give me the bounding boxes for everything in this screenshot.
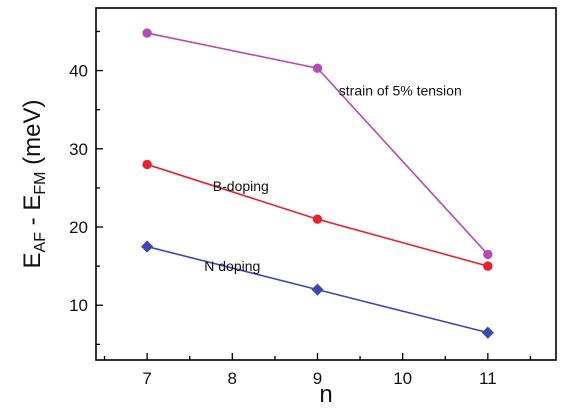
y-tick-label: 40 — [69, 62, 88, 81]
plot-marks: strain of 5% tension B-doping N doping — [141, 28, 494, 339]
x-tick-label: 10 — [393, 369, 412, 388]
y-tick-label: 10 — [69, 296, 88, 315]
data-point — [483, 249, 493, 260]
data-point — [142, 28, 152, 38]
x-tick-label: 8 — [228, 369, 237, 388]
data-point — [141, 240, 154, 253]
axes: 7 8 9 10 11 10 20 30 40 — [69, 7, 557, 388]
data-point — [311, 283, 324, 296]
plot-frame — [95, 7, 557, 361]
y-axis-title: EAF - EFM (meV) — [19, 100, 49, 269]
y-axis-title-sub-fm: FM — [32, 172, 49, 195]
series-annotation: N doping — [204, 258, 260, 274]
y-tick-label: 30 — [69, 140, 88, 159]
y-axis-title-unit: (meV) — [19, 100, 46, 172]
data-point — [312, 214, 323, 224]
data-point — [483, 261, 493, 271]
y-axis-title-minus: - E — [19, 195, 46, 232]
x-axis-title: n — [319, 381, 332, 408]
x-tick-label: 7 — [142, 369, 151, 388]
series-annotation: B-doping — [213, 178, 269, 194]
data-point — [142, 159, 152, 170]
y-tick-label: 20 — [69, 218, 88, 237]
series-annotation: strain of 5% tension — [339, 83, 462, 99]
x-tick-label: 9 — [313, 369, 322, 388]
x-tick-label: 11 — [479, 369, 497, 388]
y-axis-title-sub-af: AF — [32, 232, 49, 253]
data-point — [481, 326, 494, 339]
y-axis-title-base: E — [19, 252, 46, 268]
data-point — [312, 63, 323, 73]
